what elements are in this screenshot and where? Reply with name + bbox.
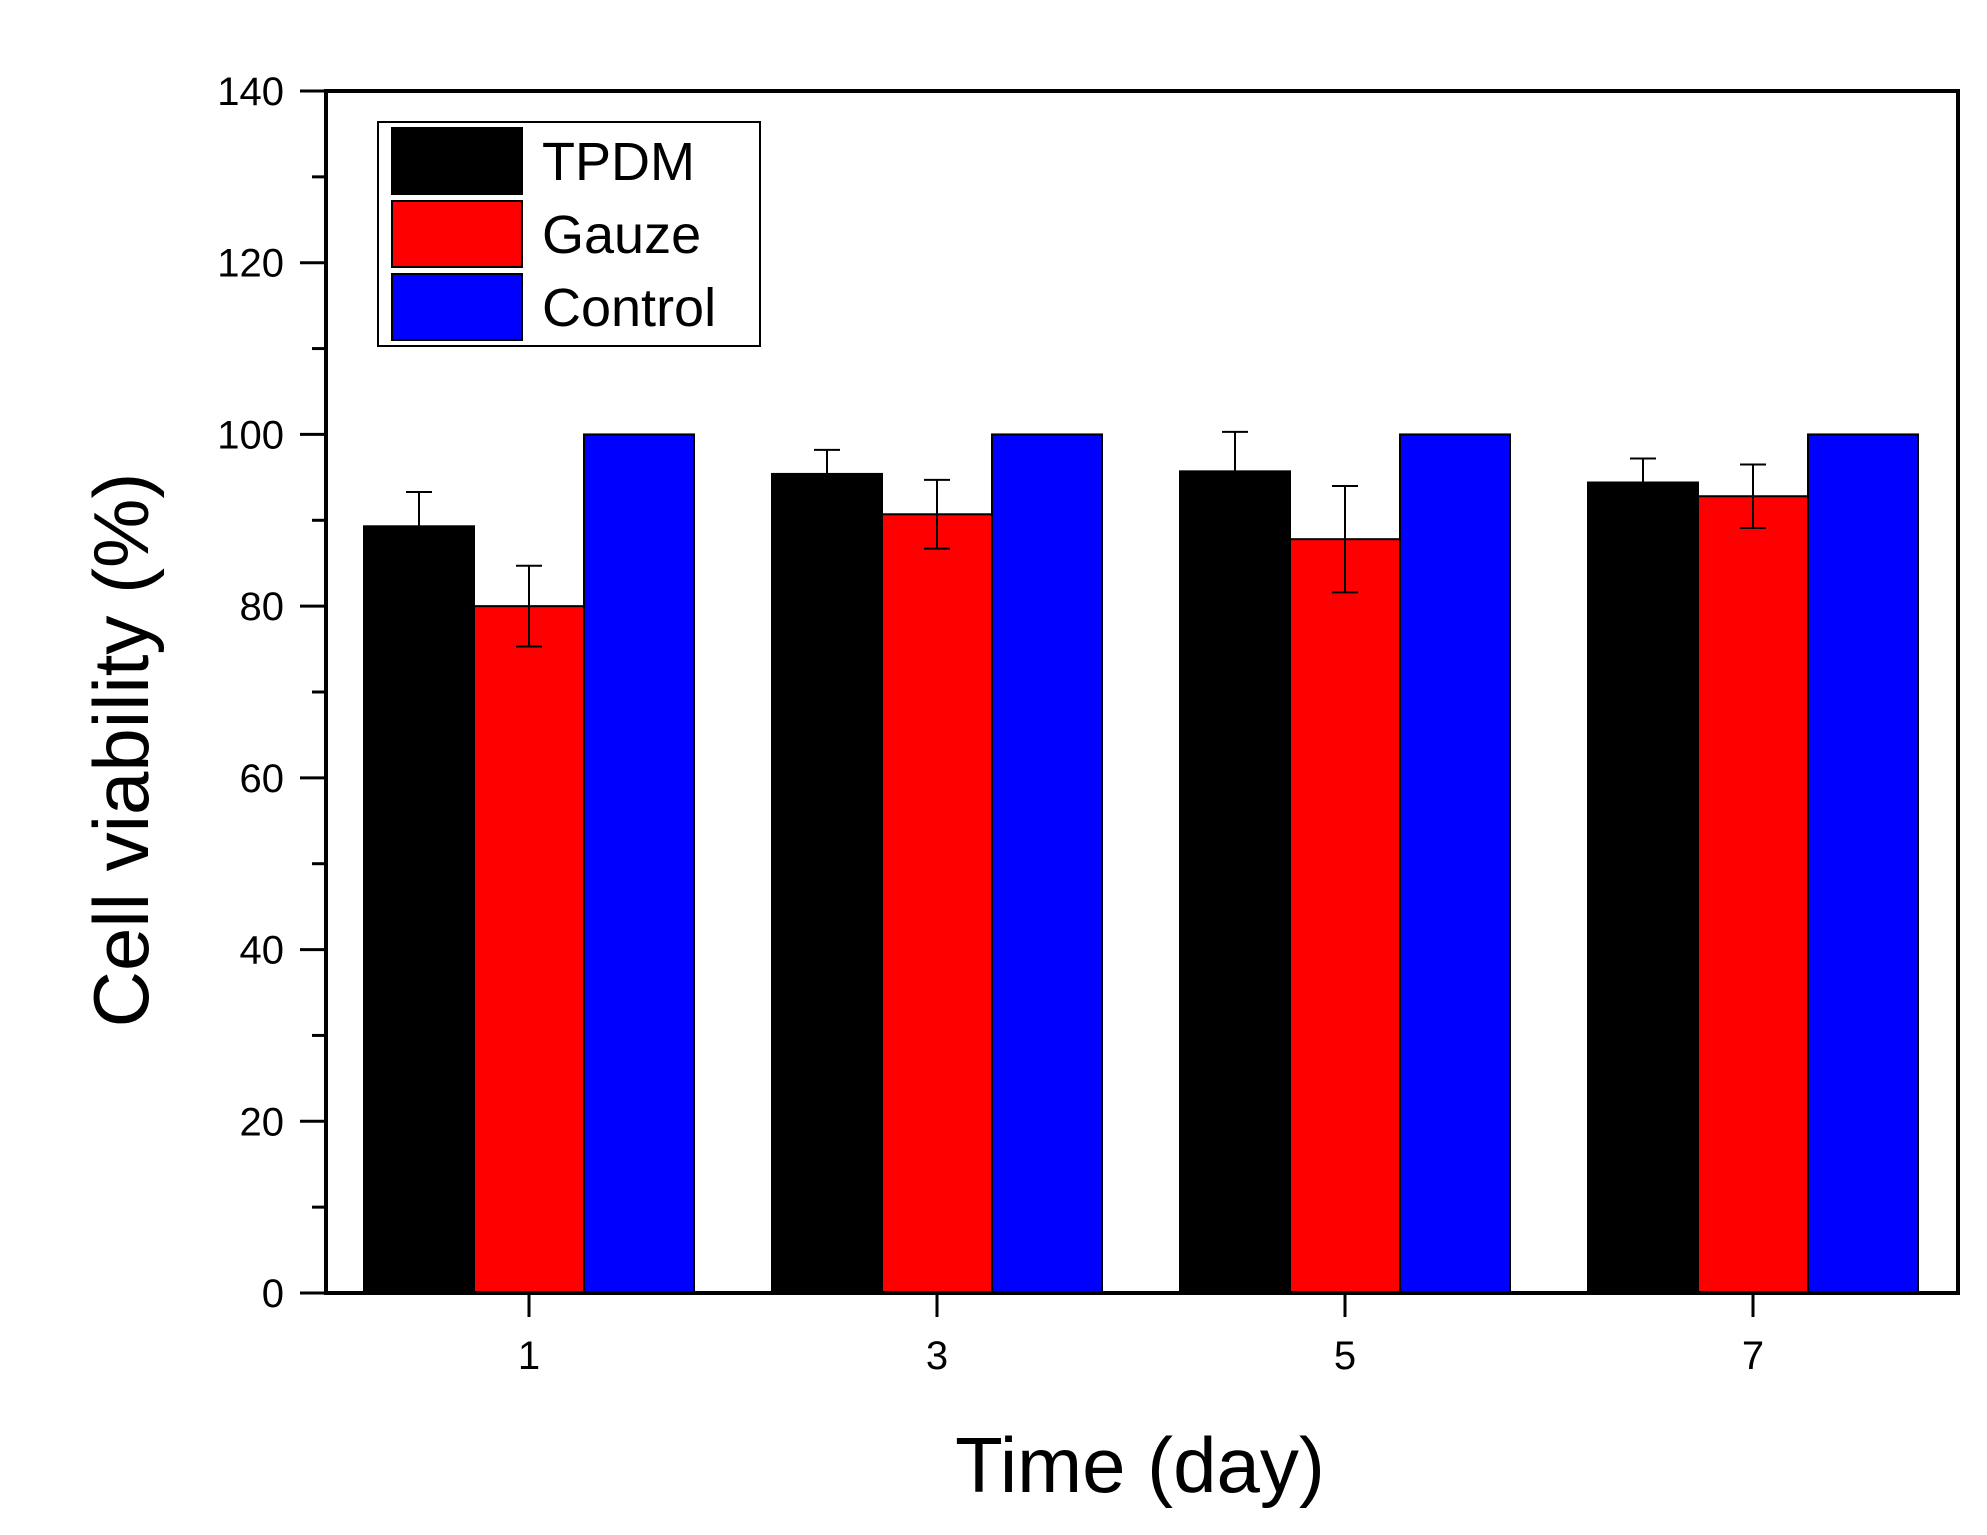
bar-control-day-5 xyxy=(1399,433,1511,1294)
legend-label-gauze: Gauze xyxy=(542,205,701,265)
bar-tpdm-day-5 xyxy=(1179,470,1291,1294)
x-axis-title: Time (day) xyxy=(955,1421,1325,1509)
y-tick-label: 0 xyxy=(262,1272,284,1316)
bar-control-day-1 xyxy=(583,433,695,1294)
y-axis-title: Cell viability (%) xyxy=(77,473,165,1028)
bar-control-day-7 xyxy=(1807,433,1919,1294)
x-tick-label: 5 xyxy=(1334,1334,1356,1378)
x-tick-label: 3 xyxy=(926,1334,948,1378)
y-tick-label: 120 xyxy=(217,242,284,286)
y-tick-label: 100 xyxy=(217,413,284,457)
plot-frame xyxy=(324,89,1960,1295)
bar-gauze-day-5 xyxy=(1289,538,1401,1294)
y-tick-label: 60 xyxy=(240,757,285,801)
legend: TPDM Gauze Control xyxy=(377,121,761,347)
legend-label-tpdm: TPDM xyxy=(542,132,695,192)
bars xyxy=(363,433,1919,1295)
y-tick-label: 140 xyxy=(217,70,284,114)
x-tick-label: 1 xyxy=(518,1334,540,1378)
bar-control-day-3 xyxy=(991,433,1103,1294)
axis-ticks: 0 20 40 60 80 100 120 140 1 3 5 7 xyxy=(217,70,1764,1378)
error-bars xyxy=(406,430,1766,648)
bar-gauze-day-3 xyxy=(881,513,993,1294)
legend-label-control: Control xyxy=(542,278,716,338)
bar-gauze-day-7 xyxy=(1697,495,1809,1294)
bar-tpdm-day-3 xyxy=(771,472,883,1294)
legend-swatch-gauze xyxy=(391,200,523,268)
x-tick-label: 7 xyxy=(1742,1334,1764,1378)
y-tick-label: 80 xyxy=(240,585,285,629)
legend-swatch-tpdm xyxy=(391,127,523,195)
y-tick-label: 20 xyxy=(240,1100,285,1144)
legend-swatch-control xyxy=(391,273,523,341)
bar-tpdm-day-1 xyxy=(363,525,475,1294)
bar-tpdm-day-7 xyxy=(1587,481,1699,1295)
y-tick-label: 40 xyxy=(240,929,285,973)
bar-gauze-day-1 xyxy=(473,605,585,1294)
